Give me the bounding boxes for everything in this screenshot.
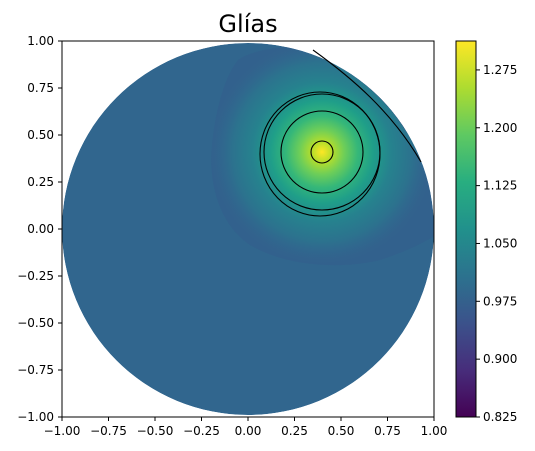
- y-tick-label: 0.00: [27, 222, 54, 236]
- colorbar-tick-label: 0.825: [483, 410, 517, 424]
- y-tick-label: −0.75: [17, 363, 54, 377]
- x-tick-label: −0.25: [183, 424, 220, 438]
- y-tick-label: 1.00: [27, 34, 54, 48]
- peak-region: [210, 43, 434, 264]
- contour-line: [280, 110, 364, 194]
- y-tick-label: −0.25: [17, 269, 54, 283]
- contour-field: [62, 43, 434, 415]
- colorbar-frame: [455, 40, 477, 418]
- chart-title: Glías: [218, 10, 277, 38]
- colorbar-ticks: 0.825 0.900 0.975 1.050 1.125 1.200 1.275: [476, 63, 517, 424]
- x-tick-label: 0.50: [328, 424, 355, 438]
- contour-line: [310, 140, 334, 164]
- x-tick-label: 0.25: [281, 424, 308, 438]
- colorbar-gradient: [456, 41, 476, 417]
- x-tick-label: −0.75: [90, 424, 127, 438]
- colorbar-tick-label: 1.050: [483, 236, 517, 250]
- x-tick-label: 0.00: [235, 424, 262, 438]
- y-axis: −1.00 −0.75 −0.50 −0.25 0.00 0.25 0.50 0.75 1.00: [17, 34, 62, 424]
- contour-line: [312, 49, 422, 163]
- colorbar-tick-label: 1.275: [483, 63, 517, 77]
- y-tick-label: 0.25: [27, 175, 54, 189]
- x-tick-label: −0.50: [137, 424, 174, 438]
- y-tick-label: −1.00: [17, 410, 54, 424]
- x-tick-label: 0.75: [374, 424, 401, 438]
- x-tick-label: 1.00: [421, 424, 448, 438]
- contour-lines: [259, 49, 422, 217]
- x-axis: −1.00 −0.75 −0.50 −0.25 0.00 0.25 0.50 0.75 1.00: [44, 417, 448, 438]
- colorbar-tick-label: 0.975: [483, 294, 517, 308]
- y-tick-label: −0.50: [17, 316, 54, 330]
- colorbar-tick-label: 1.200: [483, 121, 517, 135]
- contour-line: [259, 91, 381, 217]
- y-tick-label: 0.50: [27, 128, 54, 142]
- x-tick-label: −1.00: [44, 424, 81, 438]
- y-tick-label: 0.75: [27, 81, 54, 95]
- colorbar-tick-label: 0.900: [483, 352, 517, 366]
- colorbar-tick-label: 1.125: [483, 179, 517, 193]
- colorbar: 0.825 0.900 0.975 1.050 1.125 1.200 1.275: [455, 40, 517, 424]
